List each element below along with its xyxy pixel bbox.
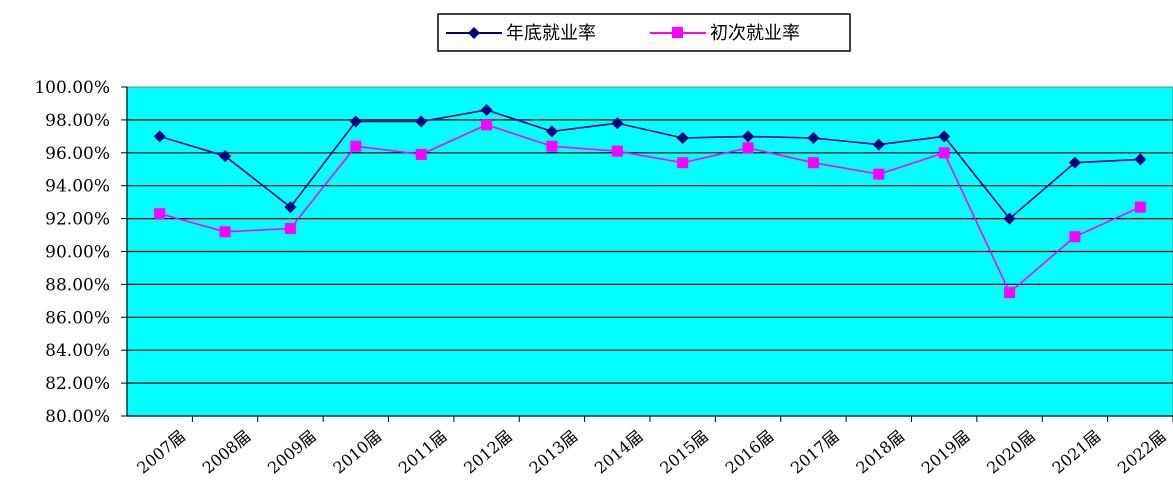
data-point-0 [415,115,428,128]
y-tick-label: 98.00% [45,111,110,131]
x-tick-label: 2022届 [1114,427,1170,478]
y-tick-label: 86.00% [45,308,110,328]
data-point-1 [219,226,231,238]
x-tick-label: 2015届 [656,427,712,478]
data-point-1 [1004,287,1016,299]
x-tick-label: 2017届 [787,427,843,478]
data-point-0 [349,115,362,128]
data-point-1 [938,147,950,159]
data-point-0 [1003,212,1016,225]
data-point-1 [677,157,689,169]
y-tick-label: 96.00% [45,144,110,164]
data-point-0 [1134,153,1147,166]
data-point-1 [154,208,166,220]
x-tick-label: 2020届 [983,427,1039,478]
x-tick-label: 2009届 [264,427,320,478]
x-tick-label: 2011届 [395,427,451,478]
data-point-1 [350,140,362,152]
x-tick-label: 2019届 [918,427,974,478]
x-tick-label: 2014届 [591,427,647,478]
x-tick-label: 2016届 [722,427,778,478]
y-tick-label: 88.00% [45,275,110,295]
data-point-0 [545,125,558,138]
data-point-1 [415,148,427,160]
data-point-0 [742,130,755,143]
data-point-1 [742,142,754,154]
data-point-1 [807,157,819,169]
legend-marker-0 [468,27,480,39]
y-tick-label: 82.00% [45,374,110,394]
legend-marker-1 [672,27,683,38]
data-point-1 [481,119,493,131]
x-tick-label: 2008届 [199,427,255,478]
data-point-0 [284,201,297,214]
y-tick-label: 92.00% [45,210,110,230]
y-axis-ticks: 80.00% 82.00% 84.00% 86.00% 88.00% 90.00% 92.0… [34,78,127,427]
series-layer [153,104,1147,299]
data-point-0 [219,150,232,163]
x-tick-label: 2018届 [852,427,908,478]
x-axis-ticks: 2007届 2008届 2009届 2010届 2011届 2012届 2013届 2014届… [133,416,1173,478]
y-tick-label: 80.00% [45,407,110,427]
y-tick-label: 94.00% [45,177,110,197]
data-point-0 [807,131,820,144]
x-tick-label: 2013届 [526,427,582,478]
data-point-0 [611,117,624,130]
legend-label-1: 初次就业率 [710,23,800,44]
y-tick-label: 90.00% [45,243,110,263]
data-point-0 [938,130,951,143]
legend-box [437,13,851,52]
series-line-0 [159,109,1141,220]
data-point-0 [676,131,689,144]
x-tick-label: 2012届 [460,427,516,478]
legend-label-0: 年底就业率 [506,23,596,44]
data-point-1 [611,145,623,157]
data-point-1 [284,222,296,234]
legend: 年底就业率 初次就业率 [437,13,851,52]
y-tick-label: 84.00% [45,341,110,361]
data-point-0 [480,104,493,117]
x-tick-label: 2010届 [329,427,385,478]
data-point-1 [1134,201,1146,213]
data-point-1 [1069,231,1081,243]
data-point-1 [546,140,558,152]
series-line-1 [159,123,1141,294]
y-tick-label: 100.00% [34,78,110,98]
data-point-0 [872,138,885,151]
x-tick-label: 2007届 [133,427,189,478]
data-point-1 [873,168,885,180]
data-point-0 [1068,156,1081,169]
gridlines [127,119,1173,384]
x-tick-label: 2021届 [1049,427,1105,478]
data-point-0 [153,130,166,143]
